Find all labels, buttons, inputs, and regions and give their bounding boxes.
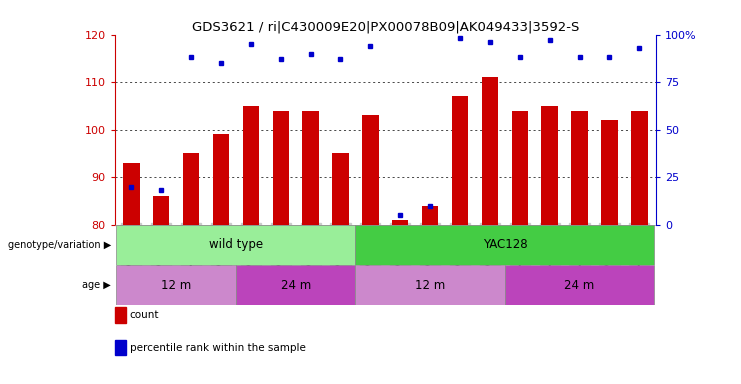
Bar [452,96,468,225]
Bar [392,220,408,225]
Bar [123,163,139,225]
Title: GDS3621 / ri|C430009E20|PX00078B09|AK049433|3592-S: GDS3621 / ri|C430009E20|PX00078B09|AK049… [192,20,579,33]
Bar [482,77,498,225]
Bar [332,153,349,225]
Bar [356,225,654,265]
Bar [213,134,229,225]
Bar [116,265,236,305]
Bar [362,115,379,225]
Text: 24 m: 24 m [565,279,595,291]
Text: count: count [130,310,159,320]
Bar [183,153,199,225]
Bar [422,206,439,225]
Text: 12 m: 12 m [415,279,445,291]
Bar [116,225,356,265]
Text: wild type: wild type [209,238,263,251]
Bar [571,111,588,225]
Bar [153,196,170,225]
Bar [631,111,648,225]
Bar [601,120,618,225]
Text: 24 m: 24 m [281,279,310,291]
Text: percentile rank within the sample: percentile rank within the sample [130,343,305,353]
Bar [542,106,558,225]
Bar [236,265,356,305]
Text: 12 m: 12 m [161,279,191,291]
Bar [242,106,259,225]
Bar [302,111,319,225]
Bar [356,265,505,305]
Text: age ▶: age ▶ [82,280,111,290]
Bar [273,111,289,225]
Bar [505,265,654,305]
Text: YAC128: YAC128 [482,238,527,251]
Text: genotype/variation ▶: genotype/variation ▶ [8,240,111,250]
Bar [511,111,528,225]
